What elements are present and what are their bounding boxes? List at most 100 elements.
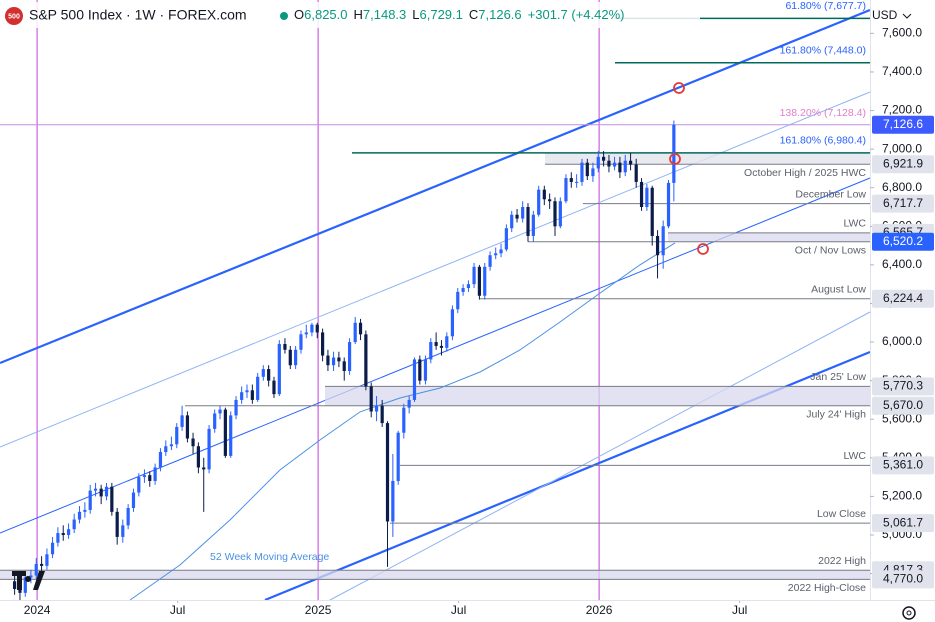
candle-body bbox=[396, 432, 400, 481]
candle-body bbox=[158, 452, 163, 468]
candle-body bbox=[61, 533, 65, 535]
price-box bbox=[872, 289, 934, 308]
candle-body bbox=[548, 199, 552, 202]
trend-line bbox=[0, 8, 871, 365]
price-box bbox=[872, 396, 934, 415]
candle-body bbox=[234, 399, 238, 416]
candle-body bbox=[412, 359, 417, 400]
candle-body bbox=[655, 235, 660, 256]
price-box-label: 5,061.7 bbox=[883, 515, 923, 529]
candle-body bbox=[229, 415, 233, 456]
price-box bbox=[872, 115, 934, 134]
trend-line bbox=[0, 91, 871, 448]
fib-label: 161.80% (7,448.0) bbox=[780, 44, 866, 56]
ohlc-key: H bbox=[354, 7, 363, 22]
candle-body bbox=[326, 355, 330, 366]
marker-circle bbox=[697, 243, 709, 255]
y-tick-label: 7,400.0 bbox=[882, 64, 922, 78]
candle-body bbox=[537, 189, 541, 215]
zone bbox=[545, 152, 870, 165]
candle-body bbox=[240, 392, 244, 400]
candle-body bbox=[18, 589, 22, 593]
y-tick-label: 5,600.0 bbox=[882, 411, 922, 425]
level-note: 2022 High-Close bbox=[788, 582, 866, 594]
zone bbox=[325, 386, 870, 406]
settings-icon[interactable] bbox=[902, 606, 916, 620]
gear[interactable] bbox=[902, 606, 916, 620]
candle-body bbox=[218, 409, 222, 414]
ohlc-value: 7,126.6 bbox=[478, 7, 521, 22]
candle-body bbox=[337, 357, 341, 362]
logo-shape bbox=[12, 571, 45, 590]
candle-body bbox=[104, 486, 109, 497]
currency[interactable]: USD bbox=[872, 8, 898, 22]
candle-body bbox=[602, 156, 606, 161]
candle-body bbox=[553, 201, 557, 227]
candle-body bbox=[331, 357, 336, 366]
candle-body bbox=[542, 189, 546, 200]
candle-body bbox=[499, 249, 503, 254]
price-box-label: 6,921.9 bbox=[883, 156, 923, 170]
candle-body bbox=[639, 181, 644, 208]
candle-body bbox=[434, 342, 438, 346]
ma-label: 52 Week Moving Average bbox=[210, 551, 329, 563]
status-dot bbox=[280, 12, 288, 20]
badge bbox=[5, 7, 23, 25]
candle-body bbox=[483, 266, 487, 296]
candle-body bbox=[88, 490, 92, 510]
candle-body bbox=[272, 380, 276, 395]
candle-body bbox=[148, 475, 152, 481]
level-note: Low Close bbox=[817, 508, 866, 520]
gear-core[interactable] bbox=[906, 610, 912, 616]
ohlc-value: 7,148.3 bbox=[363, 7, 406, 22]
candle-body bbox=[34, 563, 38, 576]
candle-body bbox=[99, 488, 103, 497]
candle-body bbox=[310, 324, 314, 333]
level-note: 2022 High bbox=[818, 555, 866, 567]
candle-body bbox=[445, 336, 449, 348]
candle-body bbox=[250, 390, 254, 400]
candle-body bbox=[13, 581, 17, 590]
zone bbox=[0, 570, 870, 580]
candle-body bbox=[347, 342, 352, 371]
candle-body bbox=[612, 162, 617, 167]
x-tick-label: 2024 bbox=[24, 603, 51, 617]
candle-body bbox=[607, 160, 611, 167]
candle-body bbox=[515, 214, 519, 219]
candle-body bbox=[294, 349, 298, 366]
candle-body bbox=[391, 480, 395, 522]
candle-body bbox=[580, 162, 584, 182]
candle-body bbox=[623, 160, 627, 173]
currency-caret[interactable] bbox=[902, 13, 912, 19]
candle-body bbox=[115, 511, 119, 537]
price-box bbox=[872, 194, 934, 213]
price-box bbox=[872, 570, 934, 589]
candle-body bbox=[575, 181, 579, 183]
y-tick-label: 6,400.0 bbox=[882, 257, 922, 271]
candle-body bbox=[531, 214, 535, 236]
candle-body bbox=[283, 343, 287, 350]
candle-body bbox=[645, 187, 649, 208]
candle-body bbox=[196, 446, 200, 468]
price-box-label: 6,717.7 bbox=[883, 196, 923, 210]
candle-body bbox=[223, 409, 227, 456]
y-tick-label: 7,200.0 bbox=[882, 103, 922, 117]
tv-logo bbox=[12, 571, 45, 590]
candle-body bbox=[315, 324, 319, 333]
candle-body bbox=[374, 405, 379, 412]
marker-circle bbox=[673, 82, 685, 94]
marker-circle bbox=[669, 153, 681, 165]
plot-area: October High / 2025 HWC December Low LWC Oc… bbox=[0, 0, 871, 603]
ohlc-value: 6,825.0 bbox=[304, 7, 347, 22]
candle-body bbox=[369, 386, 373, 412]
candle-body bbox=[180, 415, 184, 427]
price-box-label: 4,770.0 bbox=[883, 572, 923, 586]
candle-body bbox=[164, 446, 168, 453]
candle-body bbox=[407, 399, 411, 408]
candle-body bbox=[50, 542, 55, 555]
candle-body bbox=[380, 405, 384, 424]
candle-body bbox=[342, 361, 346, 371]
candle-body bbox=[202, 467, 206, 470]
candle-body bbox=[618, 162, 622, 173]
